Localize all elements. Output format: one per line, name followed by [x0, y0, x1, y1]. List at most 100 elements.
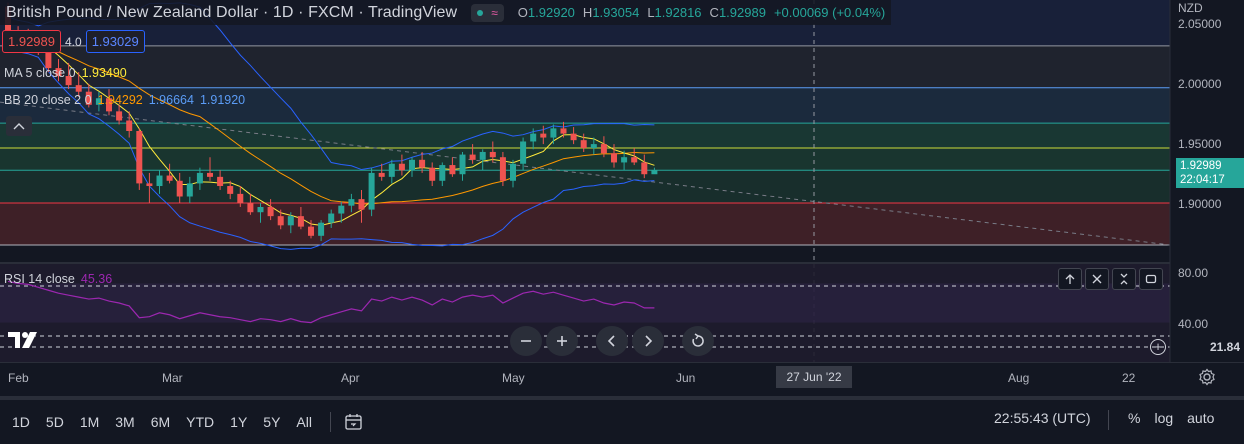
- log-scale-toggle[interactable]: log: [1154, 410, 1174, 426]
- buy-price-button[interactable]: 1.93029: [85, 30, 145, 53]
- ohlc-value: 1.92816: [654, 5, 702, 20]
- bb-lower-value: 1.91920: [199, 93, 246, 107]
- chart-navigation-controls: [510, 326, 714, 356]
- utc-clock[interactable]: 22:55:43 (UTC): [994, 410, 1091, 426]
- time-tick: Jun: [676, 371, 696, 385]
- ohlc-key: H: [582, 5, 593, 20]
- candle-body: [560, 128, 567, 134]
- chevron-left-icon: [607, 335, 615, 347]
- auto-scale-toggle[interactable]: auto: [1187, 410, 1215, 426]
- zoom-in-button[interactable]: [546, 326, 578, 356]
- move-pane-up-button[interactable]: [1058, 268, 1082, 290]
- candle-body: [348, 199, 355, 206]
- rsi-legend[interactable]: RSI 14 close 45.36: [4, 272, 112, 286]
- range-button-1m[interactable]: 1M: [79, 414, 100, 430]
- candle-body: [217, 176, 224, 187]
- bb-basis-line: [7, 32, 655, 205]
- currency-label: NZD: [1178, 1, 1203, 15]
- range-button-1d[interactable]: 1D: [12, 414, 30, 430]
- price-tick: 1.90000: [1178, 197, 1222, 211]
- candle-body: [247, 203, 254, 213]
- settings-gear-icon[interactable]: [1198, 368, 1216, 386]
- price-tick: 2.05000: [1178, 17, 1222, 31]
- ohlc-value: +0.00069 (+0.04%): [773, 5, 886, 20]
- candle-body: [611, 153, 617, 163]
- ma-name: MA 5 close 0: [4, 66, 76, 80]
- range-button-1y[interactable]: 1Y: [230, 414, 248, 430]
- range-button-5d[interactable]: 5D: [45, 414, 64, 430]
- ohlc-value: 1.93054: [592, 5, 640, 20]
- candle-body: [318, 222, 325, 236]
- scroll-right-button[interactable]: [632, 326, 664, 356]
- candle-body: [257, 206, 264, 213]
- add-plus-icon[interactable]: +: [1150, 339, 1166, 355]
- candle-body: [55, 68, 62, 76]
- candle-body: [207, 172, 213, 177]
- goto-date-button[interactable]: [341, 412, 367, 432]
- candle-body: [146, 183, 153, 187]
- zoom-out-button[interactable]: [510, 326, 542, 356]
- chart-legend-header: British Pound / New Zealand Dollar · 1D …: [0, 0, 892, 25]
- reset-chart-button[interactable]: [682, 326, 714, 356]
- candle-body: [297, 216, 304, 227]
- close-pane-button[interactable]: [1085, 268, 1109, 290]
- range-button-5y[interactable]: 5Y: [263, 414, 281, 430]
- maximize-icon: [1145, 274, 1157, 284]
- candle-body: [398, 163, 405, 171]
- candle-body: [156, 175, 163, 187]
- ohlc-value: 1.92989: [718, 5, 766, 20]
- candle-body: [358, 199, 365, 210]
- range-button-all[interactable]: All: [296, 414, 312, 430]
- candle-body: [439, 165, 446, 181]
- candle-body: [419, 159, 426, 168]
- time-axis[interactable]: Feb Mar Apr May Jun Aug 22: [0, 362, 1244, 388]
- range-button-6m[interactable]: 6M: [150, 414, 171, 430]
- market-status-pill[interactable]: ≈: [471, 3, 504, 22]
- percent-scale-toggle[interactable]: %: [1128, 410, 1141, 426]
- candle-body: [530, 133, 537, 142]
- rsi-band: [0, 283, 1170, 323]
- ohlc-value: 1.92920: [527, 5, 575, 20]
- bb-legend[interactable]: BB 20 close 2 0 1.94292 1.96664 1.91920: [4, 93, 245, 107]
- range-button-3m[interactable]: 3M: [115, 414, 135, 430]
- range-button-ytd[interactable]: YTD: [186, 414, 215, 430]
- time-tick: Feb: [8, 371, 29, 385]
- rsi-value: 45.36: [80, 272, 113, 286]
- candle-body: [540, 133, 547, 138]
- symbol-title[interactable]: British Pound / New Zealand Dollar · 1D …: [6, 3, 458, 21]
- ma-value: 1.93490: [81, 66, 127, 80]
- ma-legend[interactable]: MA 5 close 0 1.93490: [4, 66, 127, 80]
- maximize-pane-button[interactable]: [1139, 268, 1163, 290]
- spread-value: 4.0: [65, 34, 82, 49]
- rsi-line: [7, 280, 655, 324]
- scroll-left-button[interactable]: [596, 326, 628, 356]
- separator: [1108, 410, 1109, 430]
- collapse-pane-button[interactable]: [1112, 268, 1136, 290]
- candle-body: [489, 151, 496, 158]
- candle-body: [95, 98, 102, 105]
- close-icon: [1092, 274, 1102, 284]
- rsi-tick: 80.00: [1178, 266, 1209, 280]
- candle-body: [308, 226, 314, 236]
- collapse-legend-button[interactable]: [6, 116, 32, 136]
- candle-body: [590, 144, 597, 149]
- zone-band: [0, 148, 1170, 171]
- separator: [329, 412, 331, 432]
- candle-body: [126, 120, 133, 131]
- wave-icon: ≈: [491, 5, 498, 20]
- candle-body: [651, 170, 658, 175]
- rsi-crosshair-value: 21.84: [1176, 338, 1244, 356]
- bb-upper-value: 1.96664: [148, 93, 194, 107]
- zone-band: [0, 87, 1170, 124]
- candle-body: [116, 111, 123, 121]
- sell-price-button[interactable]: 1.92989: [2, 30, 61, 53]
- bb-name: BB 20 close 2 0: [4, 93, 92, 107]
- candle-body: [277, 216, 284, 226]
- rsi-pane-controls: [1058, 268, 1163, 290]
- candle-body: [368, 172, 375, 210]
- candle-body: [469, 154, 476, 160]
- candle-body: [641, 162, 648, 175]
- bb-basis-value: 1.94292: [97, 93, 143, 107]
- minus-icon: [521, 340, 531, 342]
